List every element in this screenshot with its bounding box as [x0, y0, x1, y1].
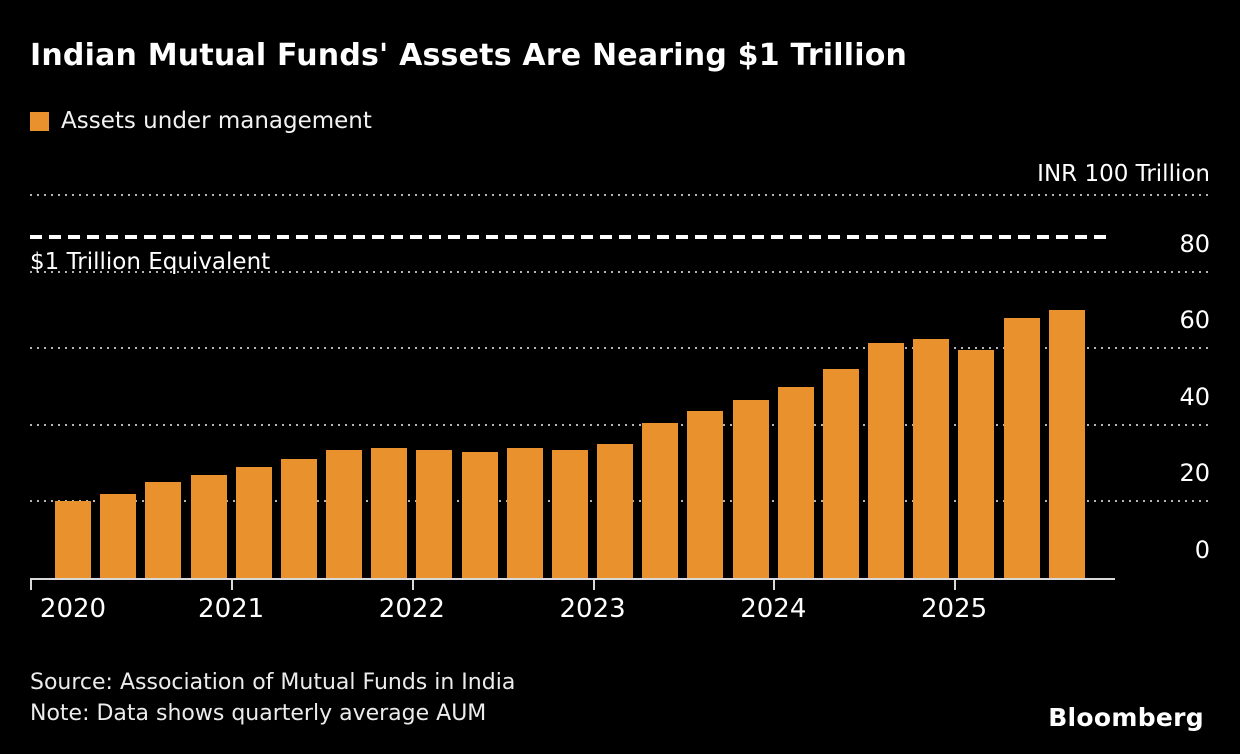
y-axis-label-80: 80 [1179, 229, 1210, 258]
source-text: Source: Association of Mutual Funds in I… [30, 670, 516, 695]
x-axis-tick-2024 [773, 580, 776, 590]
y-axis-label-20: 20 [1179, 459, 1210, 488]
x-axis-label-2020: 2020 [39, 594, 107, 624]
bar-2021-q3 [326, 449, 363, 578]
bar-2020-q1 [55, 501, 91, 578]
chart-plot: INR 100 Trillion $1 Trillion Equivalent … [30, 161, 1210, 624]
legend: Assets under management [30, 108, 372, 134]
y-axis-unit-label: INR 100 Trillion [1037, 161, 1210, 187]
bar-2025-q3 [1048, 309, 1085, 578]
bar-2023-q3 [687, 411, 724, 578]
bar-2024-q4 [913, 338, 950, 578]
bar-2023-q4 [732, 399, 769, 578]
bar-2021-q4 [371, 447, 408, 578]
bar-2024-q2 [822, 369, 859, 578]
gridline-40 [30, 423, 1210, 426]
x-axis-tick-2020 [30, 580, 32, 590]
bar-2024-q1 [777, 386, 814, 578]
bar-2020-q3 [145, 482, 182, 578]
x-axis-label-2022: 2022 [378, 594, 445, 624]
bar-2021-q2 [280, 459, 317, 578]
reference-line-label: $1 Trillion Equivalent [30, 249, 271, 276]
bar-2021-q1 [235, 466, 272, 578]
x-axis-tick-2022 [411, 580, 414, 590]
bar-2023-q1 [597, 443, 634, 578]
x-axis-line [30, 578, 1115, 580]
bar-2022-q3 [506, 447, 543, 578]
x-axis-label-2024: 2024 [740, 594, 807, 624]
y-axis-label-60: 60 [1179, 306, 1210, 335]
bar-2020-q4 [190, 474, 227, 578]
x-axis-label-2023: 2023 [559, 594, 626, 624]
x-axis-tick-2025 [954, 580, 957, 590]
bar-2024-q3 [868, 342, 905, 578]
x-axis-label-2025: 2025 [920, 594, 988, 624]
bars-group [55, 195, 1085, 578]
bar-2022-q4 [551, 449, 588, 578]
x-axis-tick-2021 [231, 580, 234, 590]
bar-2025-q1 [958, 350, 995, 578]
gridline-60 [30, 347, 1210, 350]
chart-title: Indian Mutual Funds' Assets Are Nearing … [30, 38, 908, 73]
y-axis-label-0: 0 [1194, 536, 1210, 564]
bar-2022-q2 [461, 451, 498, 578]
reference-line [30, 235, 1110, 240]
gridline-100 [30, 194, 1210, 196]
bar-2023-q2 [642, 422, 679, 578]
x-axis-label-2021: 2021 [198, 594, 265, 624]
bar-2025-q2 [1003, 317, 1040, 578]
legend-label: Assets under management [61, 108, 372, 134]
note-text: Note: Data shows quarterly average AUM [30, 701, 487, 727]
footer: Source: Association of Mutual Funds in I… [30, 667, 515, 729]
gridline-80 [30, 270, 1210, 273]
legend-swatch-icon [30, 111, 49, 131]
bloomberg-logo: Bloomberg [1048, 703, 1204, 732]
bar-2020-q2 [100, 493, 137, 578]
bar-2022-q1 [416, 449, 453, 578]
x-axis-tick-2023 [592, 580, 595, 590]
y-axis-label-40: 40 [1179, 382, 1210, 411]
